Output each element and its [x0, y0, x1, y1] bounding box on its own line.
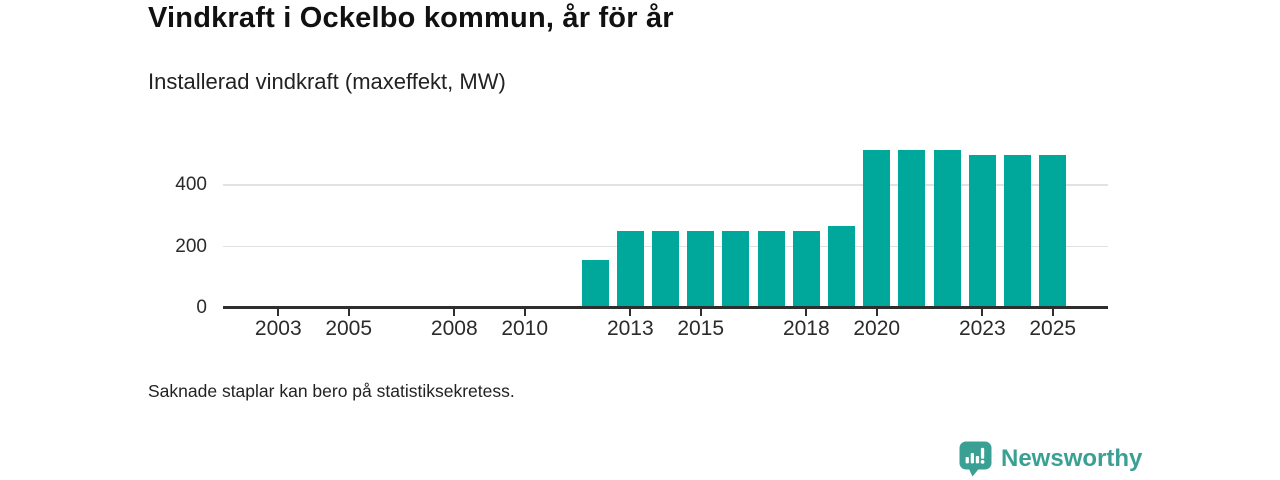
bar-2024 [1004, 154, 1032, 308]
x-tick-label-2015: 2015 [677, 317, 725, 340]
x-tick-label-2003: 2003 [254, 317, 302, 340]
x-tick-mark-2013 [629, 309, 632, 316]
bar-2012 [581, 260, 609, 308]
y-tick-label-200: 200 [175, 235, 207, 257]
x-tick-label-2008: 2008 [430, 317, 478, 340]
bar-2016 [722, 231, 750, 308]
x-tick-mark-2018 [805, 309, 808, 316]
x-tick-mark-2005 [347, 309, 350, 316]
chart-footnote: Saknade staplar kan bero på statistiksek… [148, 381, 515, 401]
x-tick-label-2005: 2005 [325, 317, 373, 340]
newsworthy-brand: Newsworthy [959, 441, 1142, 477]
x-tick-label-2013: 2013 [606, 317, 654, 340]
x-tick-label-2010: 2010 [501, 317, 549, 340]
bar-2013 [616, 231, 644, 308]
gridline-400 [223, 184, 1108, 186]
y-tick-label-400: 400 [175, 174, 207, 196]
chart-title: Vindkraft i Ockelbo kommun, år för år [148, 2, 674, 34]
chart-subtitle: Installerad vindkraft (maxeffekt, MW) [148, 69, 506, 94]
x-tick-label-2025: 2025 [1029, 317, 1077, 340]
bar-2023 [968, 154, 996, 308]
bar-2020 [863, 149, 891, 308]
x-tick-mark-2015 [699, 309, 702, 316]
bar-2014 [652, 231, 679, 308]
bar-2015 [687, 231, 715, 308]
bar-2022 [933, 149, 961, 308]
y-tick-label-0: 0 [196, 297, 207, 318]
bar-2018 [792, 231, 820, 308]
bar-2021 [898, 149, 926, 308]
x-tick-mark-2003 [277, 309, 280, 316]
x-tick-mark-2025 [1051, 309, 1054, 316]
bar-2019 [828, 225, 855, 308]
x-tick-mark-2023 [981, 309, 984, 316]
x-axis-line [223, 306, 1108, 309]
bar-2017 [757, 231, 785, 308]
x-tick-label-2023: 2023 [958, 317, 1006, 340]
x-tick-mark-2008 [453, 309, 456, 316]
bar-2025 [1039, 154, 1067, 308]
x-tick-label-2018: 2018 [782, 317, 830, 340]
x-tick-label-2020: 2020 [853, 317, 901, 340]
newsworthy-logo-icon [959, 441, 992, 477]
newsworthy-brand-name: Newsworthy [1001, 445, 1143, 472]
x-tick-mark-2010 [523, 309, 526, 316]
x-tick-mark-2020 [875, 309, 878, 316]
